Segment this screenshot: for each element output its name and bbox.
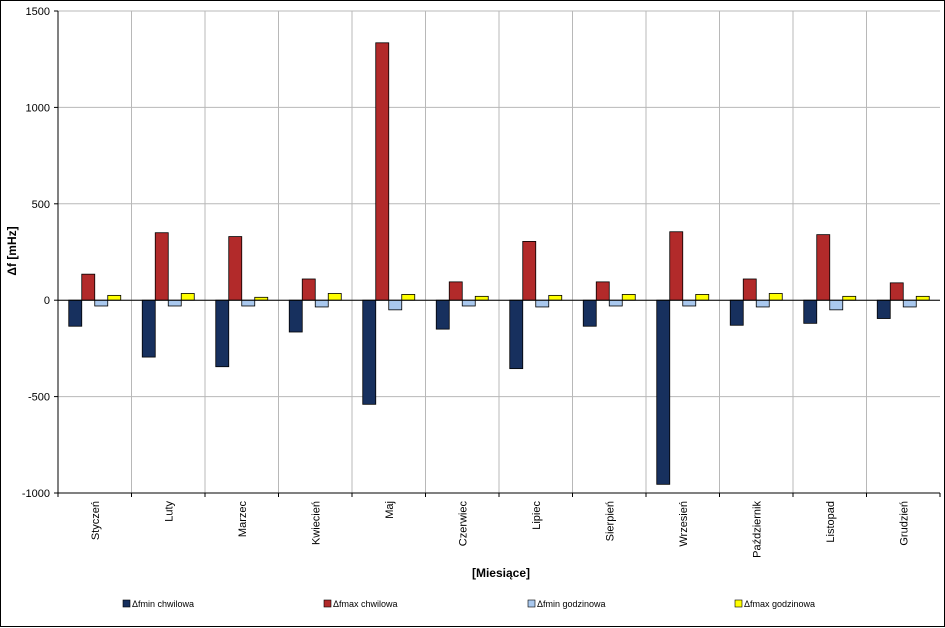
bar	[695, 294, 710, 301]
bar	[669, 231, 684, 301]
bar	[241, 299, 256, 307]
bar	[167, 299, 182, 307]
bar	[755, 299, 770, 308]
bar	[742, 278, 757, 301]
legend-label: Δfmax godzinowa	[744, 599, 815, 609]
x-tick-label: Marzec	[237, 501, 249, 538]
y-tick-label: 1000	[26, 102, 50, 114]
bar	[461, 299, 476, 307]
x-tick-label: Lipiec	[531, 501, 543, 530]
bar	[141, 299, 156, 358]
x-tick-label: Styczeń	[90, 501, 102, 540]
bar	[829, 299, 844, 311]
bar	[474, 295, 489, 301]
bar	[388, 299, 403, 311]
x-tick-label: Maj	[384, 501, 396, 519]
y-tick-label: -500	[28, 392, 50, 404]
y-tick-label: 0	[44, 295, 50, 307]
y-axis-title: Δf [mHz]	[5, 226, 19, 275]
bar	[522, 240, 537, 301]
bar	[729, 299, 744, 326]
bar	[301, 278, 316, 301]
legend-label: Δfmin chwilowa	[132, 599, 194, 609]
bar	[682, 299, 697, 307]
bar	[842, 295, 857, 301]
y-tick-label: 500	[32, 199, 50, 211]
legend-swatch	[122, 599, 131, 608]
x-tick-label: Sierpień	[604, 501, 616, 541]
bar	[816, 234, 831, 301]
x-tick-label: Kwiecień	[310, 501, 322, 545]
gridlines	[58, 10, 940, 494]
bar	[401, 294, 416, 301]
bar	[228, 236, 243, 301]
bar	[595, 281, 610, 301]
x-tick-label: Luty	[163, 501, 175, 522]
bar	[94, 299, 109, 307]
axes: 1500 1000 500 0 -500 -1000 Styczeń Luty Marzec Kw…	[22, 6, 941, 558]
bar	[314, 299, 329, 308]
bar	[548, 294, 563, 301]
bar	[288, 299, 303, 333]
x-tick-label: Czerwiec	[457, 501, 469, 547]
bar	[154, 232, 169, 301]
bar	[107, 294, 122, 301]
bar	[180, 293, 195, 301]
bar	[509, 299, 524, 370]
bar	[768, 293, 783, 301]
bar	[608, 299, 623, 307]
bar	[327, 293, 342, 301]
bar	[889, 282, 904, 301]
bar	[375, 42, 390, 301]
x-axis-title: [Miesiące]	[472, 566, 530, 580]
bar	[621, 294, 636, 301]
legend-label: Δfmin godzinowa	[537, 599, 606, 609]
bar	[582, 299, 597, 327]
bar	[68, 299, 83, 327]
legend-label: Δfmax chwilowa	[333, 599, 398, 609]
x-tick-label: Grudzień	[898, 501, 910, 546]
legend-swatch	[323, 599, 332, 608]
bar	[435, 299, 450, 330]
bar	[81, 273, 96, 301]
y-tick-label: 1500	[26, 6, 50, 18]
bar	[535, 299, 550, 308]
bar	[915, 295, 930, 301]
bar	[902, 299, 917, 308]
bar	[803, 299, 818, 324]
legend: Δfmin chwilowa Δfmax chwilowa Δfmin godzin…	[122, 599, 815, 609]
legend-swatch	[527, 599, 536, 608]
bar	[876, 299, 891, 319]
y-tick-label: -1000	[22, 488, 50, 500]
bar	[362, 299, 377, 405]
bar	[448, 281, 463, 301]
bar	[215, 299, 230, 368]
x-tick-label: Listopad	[825, 501, 837, 543]
x-tick-label: Październik	[751, 501, 763, 558]
bar	[656, 299, 671, 485]
legend-swatch	[734, 599, 743, 608]
x-tick-label: Wrzesień	[678, 501, 690, 547]
